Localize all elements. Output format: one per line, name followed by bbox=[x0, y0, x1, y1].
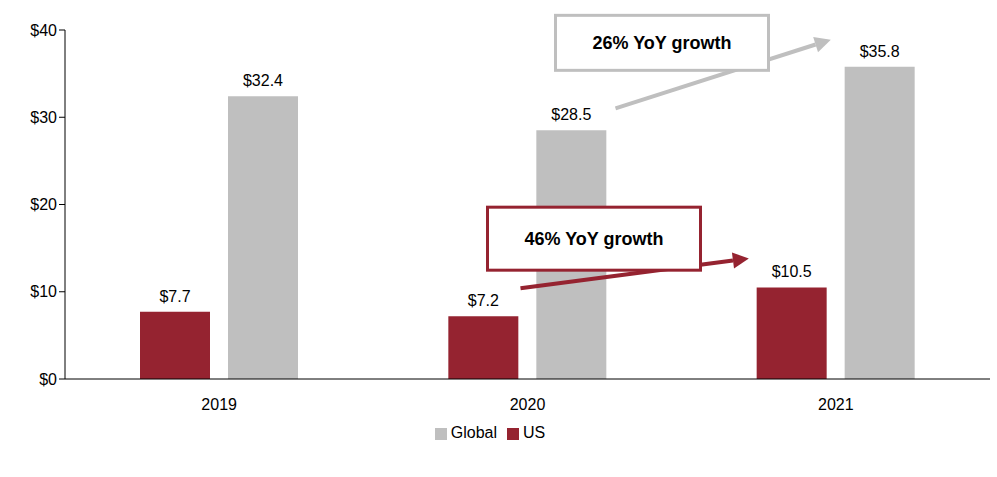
html-text:US: US bbox=[523, 424, 546, 441]
svg-text:2021: 2021 bbox=[818, 396, 854, 413]
svg-text:$32.4: $32.4 bbox=[243, 72, 283, 89]
svg-text:$10.5: $10.5 bbox=[772, 263, 812, 280]
svg-text:26% YoY growth: 26% YoY growth bbox=[592, 33, 731, 53]
svg-text:46% YoY growth: 46% YoY growth bbox=[524, 229, 663, 249]
svg-text:$0: $0 bbox=[39, 371, 57, 388]
svg-text:$28.5: $28.5 bbox=[551, 106, 591, 123]
html-text:Global: Global bbox=[450, 424, 497, 441]
svg-text:$7.7: $7.7 bbox=[159, 288, 190, 305]
svg-text:$10: $10 bbox=[30, 283, 57, 300]
svg-text:2020: 2020 bbox=[510, 396, 546, 413]
svg-text:$20: $20 bbox=[30, 196, 57, 213]
svg-text:$7.2: $7.2 bbox=[468, 292, 499, 309]
svg-text:$30: $30 bbox=[30, 109, 57, 126]
svg-text:2019: 2019 bbox=[201, 396, 237, 413]
svg-text:$35.8: $35.8 bbox=[860, 43, 900, 60]
svg-text:$40: $40 bbox=[30, 22, 57, 39]
